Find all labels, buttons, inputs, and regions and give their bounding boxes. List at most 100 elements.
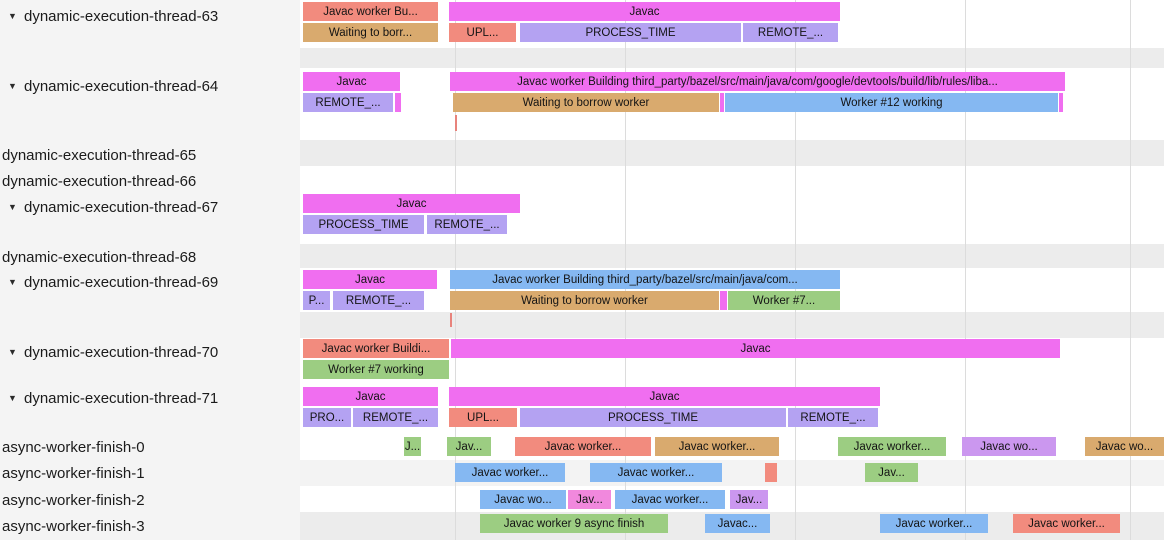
trace-event-bar[interactable]: Javac worker... — [455, 463, 565, 482]
thread-row-dynamic-execution-thread-67[interactable]: ▼ dynamic-execution-thread-67 — [0, 197, 218, 217]
trace-event-bar[interactable]: Javac worker 9 async finish — [480, 514, 668, 533]
timeline-gridline — [1130, 0, 1131, 540]
trace-event-bar[interactable]: Javac — [303, 270, 437, 289]
trace-event-bar[interactable]: Javac wo... — [480, 490, 566, 509]
trace-event-bar[interactable]: Javac worker... — [515, 437, 651, 456]
thread-row-dynamic-execution-thread-64[interactable]: ▼ dynamic-execution-thread-64 — [0, 76, 218, 96]
trace-event-bar[interactable]: REMOTE_... — [303, 93, 393, 112]
trace-event-label: REMOTE_... — [362, 411, 429, 424]
trace-event-bar[interactable] — [720, 93, 724, 112]
trace-event-bar[interactable]: Javac — [303, 72, 400, 91]
trace-event-bar[interactable]: Worker #12 working — [725, 93, 1058, 112]
thread-row-dynamic-execution-thread-71[interactable]: ▼ dynamic-execution-thread-71 — [0, 388, 218, 408]
trace-event-bar[interactable]: PRO... — [303, 408, 351, 427]
trace-event-label: Javac — [354, 273, 386, 286]
expand-triangle-icon[interactable]: ▼ — [8, 277, 17, 287]
thread-name: dynamic-execution-thread-63 — [24, 7, 219, 25]
trace-event-bar[interactable]: PROCESS_TIME — [520, 23, 741, 42]
expand-triangle-icon[interactable]: ▼ — [8, 11, 17, 21]
trace-event-bar[interactable] — [1059, 93, 1063, 112]
trace-event-bar[interactable]: Jav... — [865, 463, 918, 482]
trace-event-bar[interactable]: Javac worker Bu... — [303, 2, 438, 21]
trace-event-bar[interactable]: REMOTE_... — [353, 408, 438, 427]
thread-name: dynamic-execution-thread-66 — [2, 172, 197, 190]
trace-event-label: PRO... — [309, 411, 345, 424]
trace-event-bar[interactable]: Javac wo... — [1085, 437, 1164, 456]
trace-event-bar[interactable]: Javac — [449, 2, 840, 21]
trace-event-bar[interactable]: Javac worker... — [590, 463, 722, 482]
trace-event-bar[interactable]: REMOTE_... — [743, 23, 838, 42]
trace-event-bar[interactable]: Worker #7... — [728, 291, 840, 310]
trace-event-bar[interactable]: Javac wo... — [962, 437, 1056, 456]
thread-row-async-worker-finish-1[interactable]: async-worker-finish-1 — [0, 463, 145, 483]
thread-name: dynamic-execution-thread-68 — [2, 248, 197, 266]
thread-row-async-worker-finish-3[interactable]: async-worker-finish-3 — [0, 516, 145, 536]
trace-event-bar[interactable]: Jav... — [447, 437, 491, 456]
row-stripe — [300, 312, 1164, 338]
thread-row-async-worker-finish-2[interactable]: async-worker-finish-2 — [0, 490, 145, 510]
trace-event-label: REMOTE_... — [434, 218, 500, 231]
trace-event-bar[interactable]: UPL... — [449, 23, 516, 42]
trace-event-bar[interactable]: J... — [404, 437, 421, 456]
thread-name: async-worker-finish-1 — [2, 464, 145, 482]
trace-event-label: Javac worker Bu... — [323, 5, 418, 18]
trace-event-bar[interactable]: Javac — [303, 194, 520, 213]
trace-event-bar[interactable] — [395, 93, 401, 112]
trace-event-bar[interactable]: REMOTE_... — [333, 291, 424, 310]
thread-row-dynamic-execution-thread-70[interactable]: ▼ dynamic-execution-thread-70 — [0, 342, 218, 362]
thread-row-async-worker-finish-0[interactable]: async-worker-finish-0 — [0, 437, 145, 457]
trace-event-bar[interactable]: Waiting to borr... — [303, 23, 438, 42]
row-stripe — [300, 460, 1164, 486]
expand-triangle-icon[interactable]: ▼ — [8, 393, 17, 403]
thread-name: dynamic-execution-thread-67 — [24, 198, 219, 216]
trace-event-bar[interactable]: Waiting to borrow worker — [453, 93, 719, 112]
expand-triangle-icon[interactable]: ▼ — [8, 202, 17, 212]
timeline-track-area[interactable]: Javac worker Bu... Javac Waiting to borr..… — [300, 0, 1164, 540]
trace-event-label: Jav... — [878, 466, 905, 479]
trace-event-label: Javac — [396, 197, 427, 210]
expand-triangle-icon[interactable]: ▼ — [8, 81, 17, 91]
trace-event-bar[interactable] — [720, 291, 727, 310]
trace-event-bar[interactable]: Javac worker... — [880, 514, 988, 533]
trace-event-bar[interactable]: Javac worker Building third_party/bazel/… — [450, 270, 840, 289]
trace-event-bar[interactable]: REMOTE_... — [427, 215, 507, 234]
trace-event-label: Javac worker Buildi... — [321, 342, 431, 355]
trace-event-label: Worker #7... — [752, 294, 816, 307]
trace-event-bar[interactable]: Javac — [303, 387, 438, 406]
trace-event-label: Javac worker Building third_party/bazel/… — [492, 273, 798, 286]
trace-event-bar[interactable]: Javac worker... — [1013, 514, 1120, 533]
trace-event-bar[interactable]: Jav... — [568, 490, 611, 509]
thread-name: dynamic-execution-thread-64 — [24, 77, 219, 95]
trace-event-bar[interactable]: Javac worker Buildi... — [303, 339, 449, 358]
trace-event-bar[interactable]: PROCESS_TIME — [520, 408, 786, 427]
trace-event-bar[interactable]: Jav... — [730, 490, 768, 509]
thread-name: async-worker-finish-2 — [2, 491, 145, 509]
trace-event-bar[interactable]: PROCESS_TIME — [303, 215, 424, 234]
trace-event-bar[interactable]: Javac... — [705, 514, 770, 533]
trace-event-bar[interactable]: Waiting to borrow worker — [450, 291, 719, 310]
trace-event-bar[interactable]: Worker #7 working — [303, 360, 449, 379]
trace-event-label: Jav... — [576, 493, 603, 506]
trace-event-label: Javac wo... — [1095, 440, 1154, 453]
trace-event-bar[interactable]: Javac worker Building third_party/bazel/… — [450, 72, 1065, 91]
trace-event-label: Javac wo... — [980, 440, 1038, 453]
trace-event-bar[interactable]: Javac worker... — [655, 437, 779, 456]
trace-event-bar[interactable]: Javac — [449, 387, 880, 406]
thread-row-dynamic-execution-thread-65[interactable]: dynamic-execution-thread-65 — [0, 145, 196, 165]
trace-event-bar[interactable]: Javac worker... — [615, 490, 725, 509]
row-stripe — [300, 244, 1164, 268]
trace-event-bar[interactable]: UPL... — [449, 408, 517, 427]
trace-event-bar[interactable] — [765, 463, 777, 482]
trace-event-label: J... — [404, 440, 421, 453]
trace-event-bar[interactable]: P... — [303, 291, 330, 310]
trace-event-label: Javac... — [717, 517, 758, 530]
thread-row-dynamic-execution-thread-69[interactable]: ▼ dynamic-execution-thread-69 — [0, 272, 218, 292]
expand-triangle-icon[interactable]: ▼ — [8, 347, 17, 357]
thread-row-dynamic-execution-thread-63[interactable]: ▼ dynamic-execution-thread-63 — [0, 6, 218, 26]
thread-row-dynamic-execution-thread-68[interactable]: dynamic-execution-thread-68 — [0, 247, 196, 267]
trace-event-bar[interactable]: Javac worker... — [838, 437, 946, 456]
trace-event-bar[interactable]: Javac — [451, 339, 1060, 358]
thread-row-dynamic-execution-thread-66[interactable]: dynamic-execution-thread-66 — [0, 171, 196, 191]
trace-event-label: Javac worker Building third_party/bazel/… — [517, 75, 998, 88]
trace-event-bar[interactable]: REMOTE_... — [788, 408, 878, 427]
